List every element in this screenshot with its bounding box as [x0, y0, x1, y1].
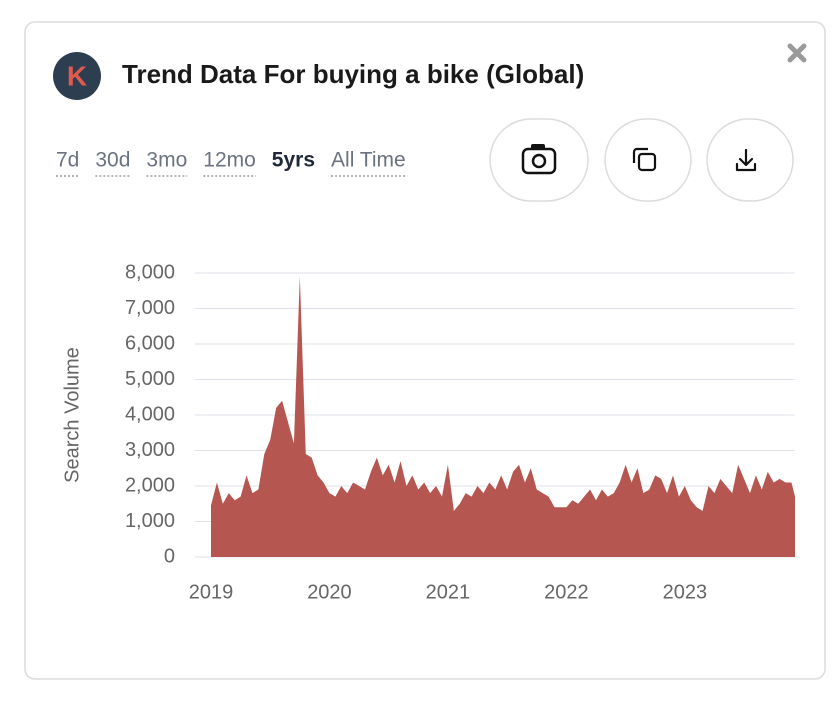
area	[210, 276, 796, 557]
range-tab[interactable]: 5yrs	[272, 149, 315, 172]
title: Trend Data For buying a bike (Global)	[122, 59, 584, 89]
y-tick-label: 2,000	[125, 474, 175, 496]
x-tick-label: 2022	[544, 581, 589, 603]
x-tick-label: 2020	[307, 581, 352, 603]
logo-letter: K	[67, 60, 87, 91]
range-tab[interactable]: 3mo	[146, 149, 187, 172]
download-button[interactable]	[706, 118, 794, 202]
range-tab[interactable]: 30d	[95, 149, 130, 172]
y-tick-label: 3,000	[125, 439, 175, 461]
close-button[interactable]	[787, 43, 807, 63]
screenshot-button[interactable]	[489, 118, 589, 202]
x-tick-label: 2023	[663, 581, 708, 603]
y-tick-label: 8,000	[125, 261, 175, 283]
logo	[53, 52, 101, 100]
y-tick-label: 6,000	[125, 332, 175, 354]
y-tick-label: 4,000	[125, 403, 175, 425]
y-tick-label: 5,000	[125, 368, 175, 390]
y-tick-label: 7,000	[125, 297, 175, 319]
y-tick-label: 1,000	[125, 510, 175, 532]
x-tick-label: 2021	[426, 581, 471, 603]
range-tab[interactable]: 7d	[56, 149, 79, 172]
x-tick-label: 2019	[189, 581, 234, 603]
y-tick-label: 0	[164, 545, 175, 567]
range-tab[interactable]: 12mo	[203, 149, 256, 172]
y-axis-label: Search Volume	[61, 347, 83, 483]
range-tab[interactable]: All Time	[331, 149, 406, 172]
copy-button[interactable]	[604, 118, 692, 202]
